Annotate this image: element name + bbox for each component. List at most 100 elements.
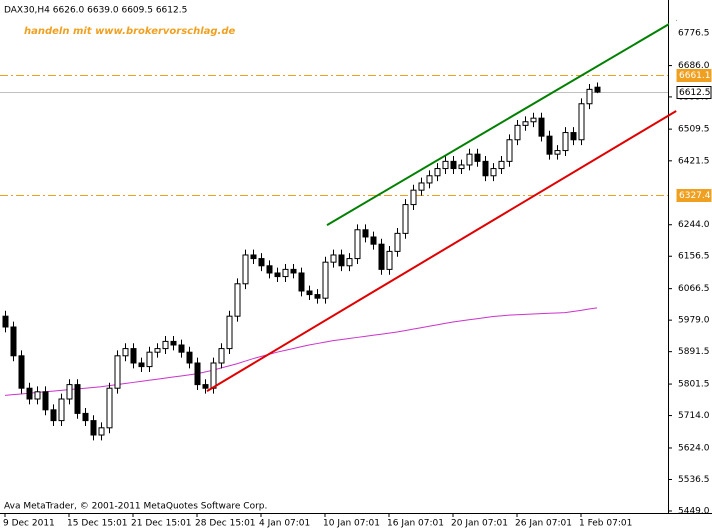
footer: Ava MetaTrader, © 2001-2011 MetaQuotes S… (4, 502, 267, 512)
candle-body (306, 290, 313, 296)
x-tick-label: 15 Dec 15:01 (67, 519, 128, 529)
candle-body (370, 236, 377, 245)
candle-body (578, 103, 585, 141)
candle-body (274, 272, 281, 278)
candle-body (562, 132, 569, 152)
candle-body (162, 340, 169, 350)
candle-body (98, 427, 105, 436)
candle-body (210, 362, 217, 389)
candle-body (130, 348, 137, 364)
candle-body (258, 258, 265, 267)
candle-body (354, 229, 361, 260)
y-tick-label: 6156.5 (678, 252, 710, 262)
candle-body (458, 164, 465, 170)
y-tick-label: 6066.5 (678, 284, 710, 294)
candle-body (290, 268, 297, 274)
candle-body (250, 254, 257, 260)
candle-body (402, 204, 409, 234)
candle-body (146, 351, 153, 368)
candle-body (474, 153, 481, 162)
candle-body (282, 268, 289, 278)
x-tick-label: 20 Jan 07:01 (451, 519, 508, 529)
x-tick-label: 21 Dec 15:01 (131, 519, 192, 529)
candle-body (466, 153, 473, 166)
candle-body (170, 340, 177, 346)
y-tick-label: 5801.5 (678, 380, 710, 390)
candle-body (498, 160, 505, 170)
candle-body (322, 261, 329, 299)
candle-body (74, 384, 81, 414)
candle-body (546, 135, 553, 155)
y-tick-label: 6244.0 (678, 220, 710, 230)
level-label-box (676, 69, 712, 82)
candle-body (178, 344, 185, 353)
candle-body (106, 387, 113, 429)
x-tick-label: 10 Jan 07:01 (323, 519, 380, 529)
candle-body (554, 150, 561, 155)
candle-body (330, 254, 337, 263)
candle-body (154, 348, 161, 353)
candle-body (490, 168, 497, 177)
candle-body (26, 387, 33, 400)
level-label: 6327.4 (679, 191, 711, 201)
level-label-box (676, 189, 712, 202)
header: DAX30,H4 6626.0 6639.0 6609.5 6612.5 (4, 6, 187, 16)
candle-body (314, 294, 321, 299)
candle-body (506, 139, 513, 162)
candle-body (378, 243, 385, 270)
moving-average (4, 307, 598, 396)
candle-body (114, 355, 121, 389)
candle-body (410, 189, 417, 206)
candle-body (10, 326, 17, 357)
candle-body (594, 86, 601, 93)
candle-body (386, 250, 393, 270)
y-tick-label: 6776.5 (678, 29, 710, 39)
y-tick-label: 6686.0 (678, 61, 710, 71)
y-tick-label: 5714.0 (678, 411, 710, 421)
candle-body (218, 348, 225, 364)
candle-body (442, 160, 449, 170)
candle-body (586, 88, 593, 105)
candle-body (426, 175, 433, 184)
candle-body (82, 412, 89, 422)
y-tick-label: 6509.5 (678, 125, 710, 135)
candle-body (2, 315, 9, 328)
candle-body (234, 283, 241, 317)
candle-body (514, 124, 521, 141)
candle-body (346, 258, 353, 267)
x-tick-label: 26 Jan 07:01 (515, 519, 572, 529)
candle-body (202, 384, 209, 389)
x-tick-label: 28 Dec 15:01 (195, 519, 256, 529)
candle-body (298, 272, 305, 292)
candle-body (418, 182, 425, 191)
candle-body (482, 160, 489, 177)
x-tick-label: 16 Jan 07:01 (387, 519, 444, 529)
axis-mask (669, 0, 676, 40)
candle-body (42, 391, 49, 411)
candle-body (242, 254, 249, 285)
candle-body (122, 348, 129, 357)
candle-body (338, 254, 345, 267)
candle-body (90, 420, 97, 436)
y-tick-label: 5624.0 (678, 443, 710, 453)
trend-line (206, 110, 677, 392)
x-tick-label: 9 Dec 2011 (3, 519, 55, 529)
candle-body (570, 132, 577, 141)
candle-body (394, 232, 401, 252)
level-label: 6661.1 (679, 71, 711, 81)
x-tick-label: 1 Feb 07:01 (579, 519, 632, 529)
candle-body (58, 398, 65, 422)
trend-line (326, 18, 677, 226)
candle-body (362, 229, 369, 238)
y-tick-label: 5449.0 (678, 506, 710, 516)
candle-body (450, 160, 457, 170)
y-tick-label: 5536.5 (678, 475, 710, 485)
level-label: 6612.5 (679, 88, 711, 98)
candle-body (18, 355, 25, 389)
candle-body (530, 117, 537, 123)
candle-body (538, 117, 545, 137)
candle-body (186, 351, 193, 364)
y-tick-label: 5979.0 (678, 316, 710, 326)
